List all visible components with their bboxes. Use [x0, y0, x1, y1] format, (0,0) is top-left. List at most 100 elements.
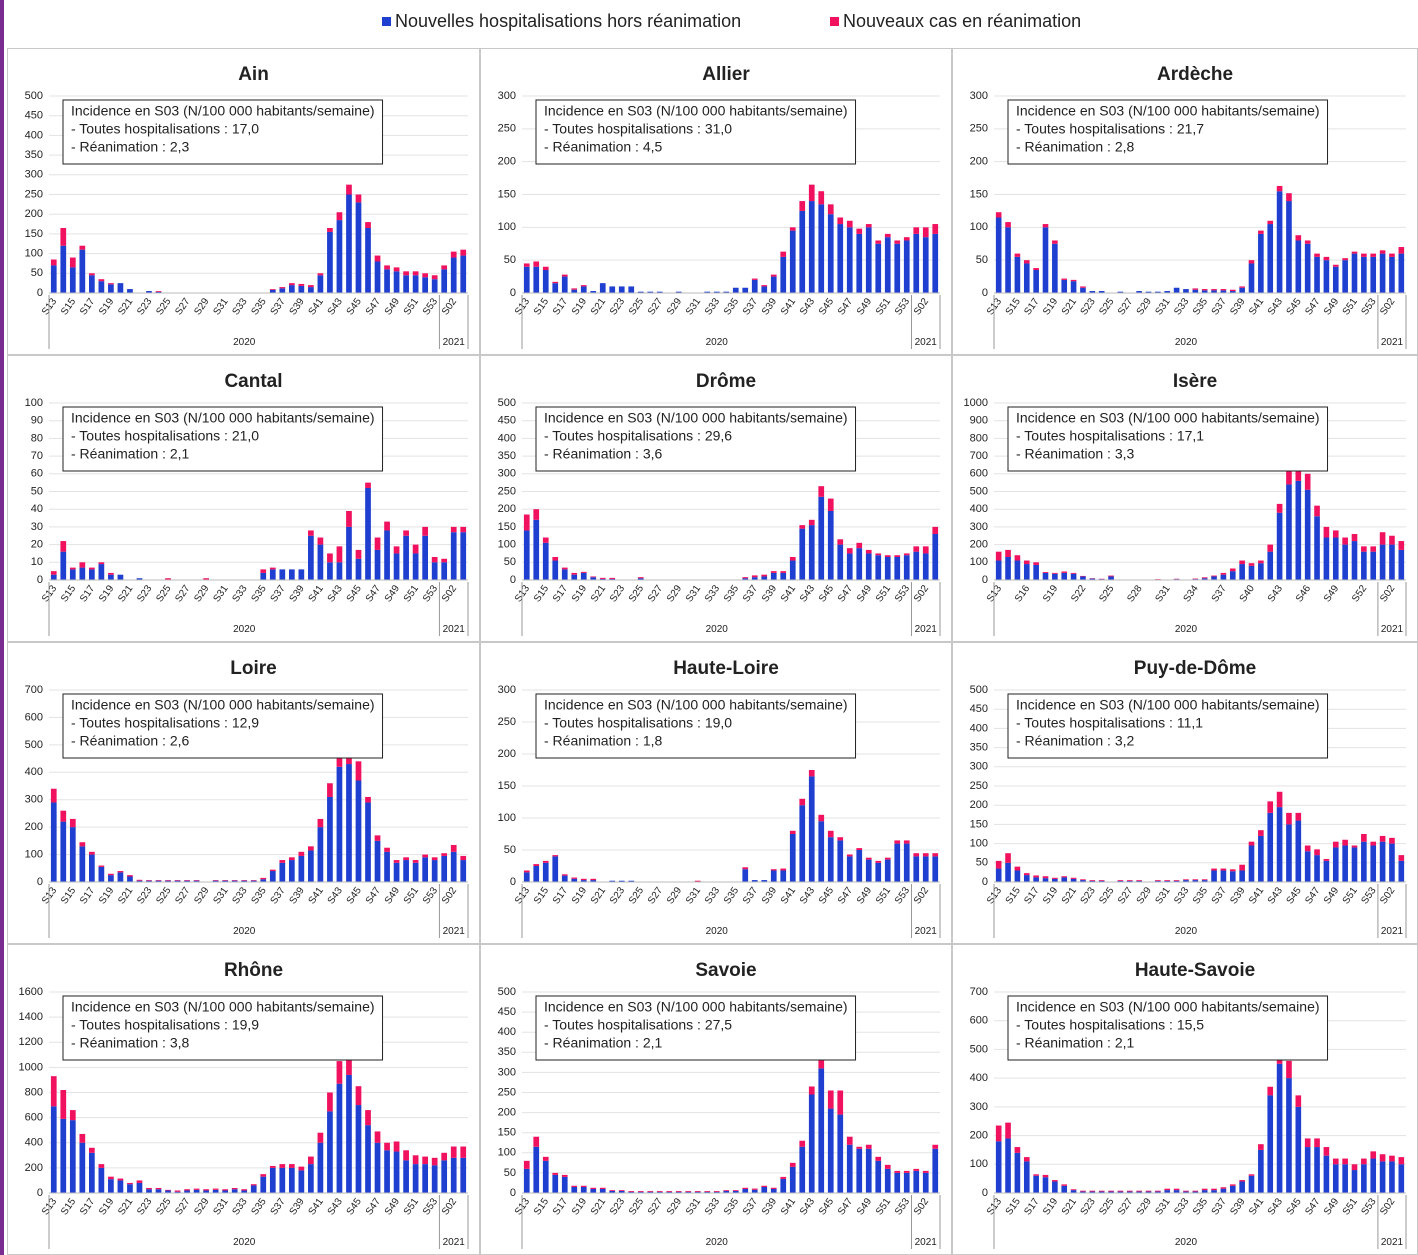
bar-segment: [637, 578, 644, 580]
bar-segment: [365, 222, 371, 228]
bar-segment: [288, 1167, 295, 1193]
bar-segment: [412, 1155, 419, 1165]
y-tick-label: 50: [976, 857, 988, 869]
x-tick-label: S21: [116, 583, 135, 604]
bar-segment: [599, 1188, 606, 1193]
bar-segment: [761, 574, 768, 577]
bar-segment: [1323, 256, 1330, 261]
bar-segment: [818, 204, 825, 293]
x-tick-label: S47: [364, 885, 383, 906]
annotation-line: Incidence en S03 (N/100 000 habitants/se…: [544, 999, 848, 1015]
bar-segment: [127, 289, 133, 293]
bar-segment: [770, 870, 777, 882]
bar-segment: [288, 569, 295, 580]
annotation-box: [1007, 693, 1329, 759]
x-tick-label: S29: [1135, 296, 1154, 317]
bar-segment: [713, 291, 720, 293]
bar-segment: [561, 276, 568, 293]
bar-segment: [856, 1146, 863, 1149]
bar-segment: [365, 1125, 371, 1193]
x-tick-label: S25: [154, 885, 173, 906]
x-tick-label: S45: [817, 296, 836, 317]
bar-segment: [155, 880, 162, 881]
y-tick-label: 0: [510, 876, 516, 888]
bar-segment: [761, 576, 768, 580]
bar-segment: [837, 837, 844, 841]
bar-segment: [675, 1191, 682, 1193]
bar-segment: [384, 269, 390, 293]
y-tick-label: 0: [510, 1187, 516, 1199]
x-tick-label: S49: [1322, 296, 1341, 317]
x-tick-label: S43: [326, 583, 345, 604]
bar-segment: [279, 287, 286, 289]
annotation-box: [535, 99, 857, 165]
annotation-line: - Réanimation : 3,8: [71, 1035, 189, 1051]
y-tick-label: 80: [31, 432, 43, 444]
bar-segment: [751, 575, 758, 578]
y-tick-label: 450: [970, 703, 988, 715]
y-tick-label: 20: [31, 539, 43, 551]
bar-segment: [203, 1190, 209, 1193]
x-tick-label: S45: [1285, 885, 1304, 906]
x-tick-label: S45: [1285, 1196, 1304, 1217]
x-tick-label: S49: [855, 583, 874, 604]
annotation-line: Incidence en S03 (N/100 000 habitants/se…: [544, 103, 848, 119]
x-tick-label: S21: [1060, 1196, 1079, 1217]
bar-segment: [79, 1142, 86, 1193]
bar-segment: [146, 1189, 152, 1193]
bar-segment: [1098, 291, 1105, 293]
bar-segment: [431, 562, 438, 580]
bar-segment: [1351, 253, 1358, 293]
bar-segment: [1314, 849, 1320, 856]
bar-segment: [1398, 855, 1405, 861]
bar-segment: [1379, 1154, 1386, 1162]
bar-segment: [1239, 560, 1245, 565]
bar-segment: [1276, 512, 1283, 580]
y-tick-label: 250: [970, 780, 988, 792]
bar-segment: [1398, 247, 1405, 254]
bar-segment: [837, 224, 844, 293]
bar-segment: [1164, 1188, 1171, 1191]
y-tick-label: 600: [970, 1015, 988, 1027]
bar-segment: [533, 261, 540, 267]
x-tick-label: S33: [1172, 1196, 1191, 1217]
bar-segment: [431, 860, 438, 882]
annotation-line: Incidence en S03 (N/100 000 habitants/se…: [71, 410, 375, 426]
y-tick-label: 300: [498, 90, 516, 102]
bar-segment: [1201, 577, 1208, 579]
panel: Ardèche 0 50 100 150 200 250 300 S13 S15 S17 S19 S21…: [952, 48, 1418, 355]
bar-segment: [50, 1106, 57, 1193]
bar-segment: [818, 1054, 825, 1069]
x-group-label: 2020: [233, 337, 256, 348]
y-tick-label: 0: [982, 876, 988, 888]
x-tick-label: S19: [1041, 296, 1060, 317]
x-tick-label: S13: [985, 885, 1004, 906]
bar-segment: [666, 1190, 673, 1192]
x-tick-label: S31: [684, 296, 703, 317]
x-tick-label: S25: [627, 885, 646, 906]
bar-segment: [808, 1086, 815, 1095]
x-tick-label: S23: [135, 583, 154, 604]
bar-segment: [1220, 289, 1227, 291]
bar-segment: [308, 846, 314, 851]
bar-segment: [1258, 560, 1264, 564]
bar-segment: [60, 227, 67, 246]
bar-segment: [393, 546, 400, 554]
bar-segment: [1192, 1191, 1199, 1193]
bar-segment: [1229, 291, 1236, 293]
bar-segment: [1267, 220, 1274, 225]
x-tick-label: S41: [1247, 1196, 1266, 1217]
x-tick-label: S41: [779, 296, 798, 317]
x-tick-label: S39: [1228, 1196, 1247, 1217]
bar-segment: [1248, 1175, 1255, 1193]
bar-segment: [269, 1167, 276, 1193]
bar-segment: [808, 770, 815, 777]
x-tick-label: S39: [760, 583, 779, 604]
bar-segment: [1201, 578, 1208, 580]
bar-segment: [79, 562, 86, 568]
bar-segment: [846, 227, 853, 293]
panel-title: Savoie: [695, 960, 756, 981]
bar-segment: [1089, 880, 1096, 881]
x-tick-label: S19: [97, 885, 116, 906]
annotation-line: Incidence en S03 (N/100 000 habitants/se…: [71, 999, 375, 1015]
